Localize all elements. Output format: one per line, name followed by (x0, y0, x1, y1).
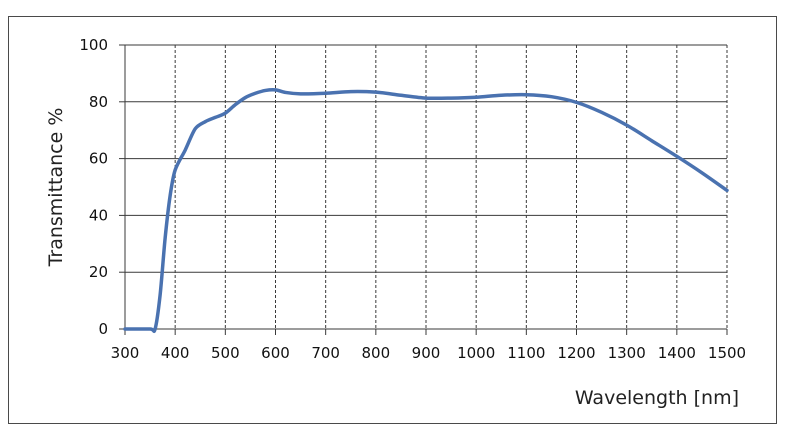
y-tick-label-80: 80 (89, 93, 108, 111)
chart-frame (8, 16, 777, 424)
y-tick-label-20: 20 (89, 263, 108, 281)
x-tick-label-600: 600 (261, 344, 290, 362)
y-tick-label-0: 0 (98, 320, 108, 338)
x-tick-label-1200: 1200 (557, 344, 595, 362)
x-tick-label-300: 300 (111, 344, 140, 362)
x-tick-label-1000: 1000 (457, 344, 495, 362)
x-tick-label-400: 400 (161, 344, 190, 362)
x-tick-label-1300: 1300 (608, 344, 646, 362)
series (123, 88, 729, 333)
x-tick-label-1500: 1500 (708, 344, 746, 362)
x-tick-label-1100: 1100 (507, 344, 545, 362)
x-tick-label-500: 500 (211, 344, 240, 362)
transmittance-curve-0 (123, 88, 729, 333)
y-tick-label-40: 40 (89, 206, 108, 224)
x-axis-title: Wavelength [nm] (575, 387, 739, 409)
grid (125, 44, 728, 329)
x-tick-label-800: 800 (362, 344, 391, 362)
y-axis-title: Transmittance % (45, 108, 67, 268)
x-tick-label-900: 900 (412, 344, 441, 362)
x-tick-label-1400: 1400 (658, 344, 696, 362)
tick-labels: 0 20 40 60 80 100 300 400 500 600 700 800 900 1000 110… (79, 36, 746, 362)
x-tick-label-700: 700 (311, 344, 340, 362)
y-tick-label-60: 60 (89, 150, 108, 168)
y-tick-label-100: 100 (79, 36, 108, 54)
axes (119, 44, 728, 335)
